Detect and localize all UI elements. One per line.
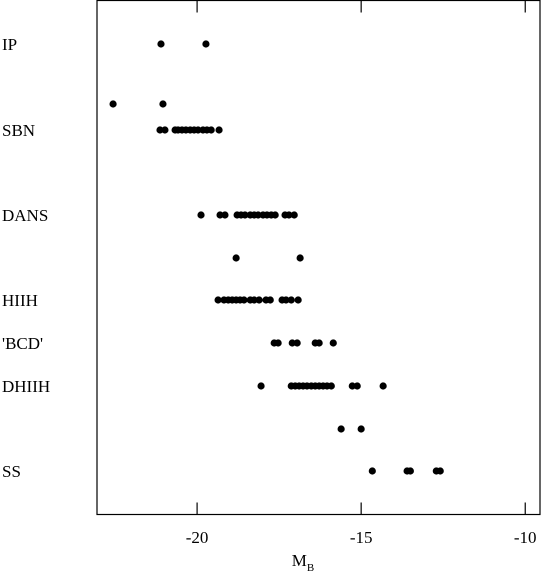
x-tick-label: -15: [350, 528, 373, 547]
point: [274, 339, 282, 347]
point: [296, 254, 304, 262]
point: [348, 382, 356, 390]
point: [282, 296, 290, 304]
point: [368, 467, 376, 475]
row-label: DANS: [2, 206, 48, 225]
point: [109, 100, 117, 108]
x-axis-label: MB: [292, 551, 314, 574]
row-label: 'BCD': [2, 334, 43, 353]
point: [250, 296, 258, 304]
row-label: SBN: [2, 121, 35, 140]
row-label: HIIH: [2, 291, 38, 310]
point: [240, 296, 248, 304]
point: [216, 211, 224, 219]
point: [214, 296, 222, 304]
point: [232, 254, 240, 262]
point: [254, 211, 262, 219]
point: [287, 296, 295, 304]
x-label-main: M: [292, 551, 307, 570]
point: [271, 211, 279, 219]
point: [215, 126, 223, 134]
point: [315, 339, 323, 347]
point: [294, 296, 302, 304]
row-label: IP: [2, 35, 17, 54]
x-tick-label: -20: [186, 528, 209, 547]
point: [257, 382, 265, 390]
point: [329, 339, 337, 347]
point: [255, 296, 263, 304]
point: [357, 425, 365, 433]
x-tick-label: -10: [514, 528, 537, 547]
x-label-sub: B: [307, 562, 314, 574]
point: [156, 126, 164, 134]
point: [157, 40, 165, 48]
point: [285, 211, 293, 219]
point: [353, 382, 361, 390]
point: [288, 339, 296, 347]
point: [379, 382, 387, 390]
point: [406, 467, 414, 475]
row-label: SS: [2, 462, 21, 481]
point: [293, 339, 301, 347]
point: [337, 425, 345, 433]
point: [159, 100, 167, 108]
point: [290, 211, 298, 219]
point: [194, 126, 202, 134]
point: [241, 211, 249, 219]
point: [202, 40, 210, 48]
row-label: DHIIH: [2, 377, 50, 396]
point: [221, 211, 229, 219]
point: [436, 467, 444, 475]
point: [161, 126, 169, 134]
point: [266, 296, 274, 304]
plot-frame: [96, 0, 541, 516]
point: [327, 382, 335, 390]
point: [207, 126, 215, 134]
point: [197, 211, 205, 219]
